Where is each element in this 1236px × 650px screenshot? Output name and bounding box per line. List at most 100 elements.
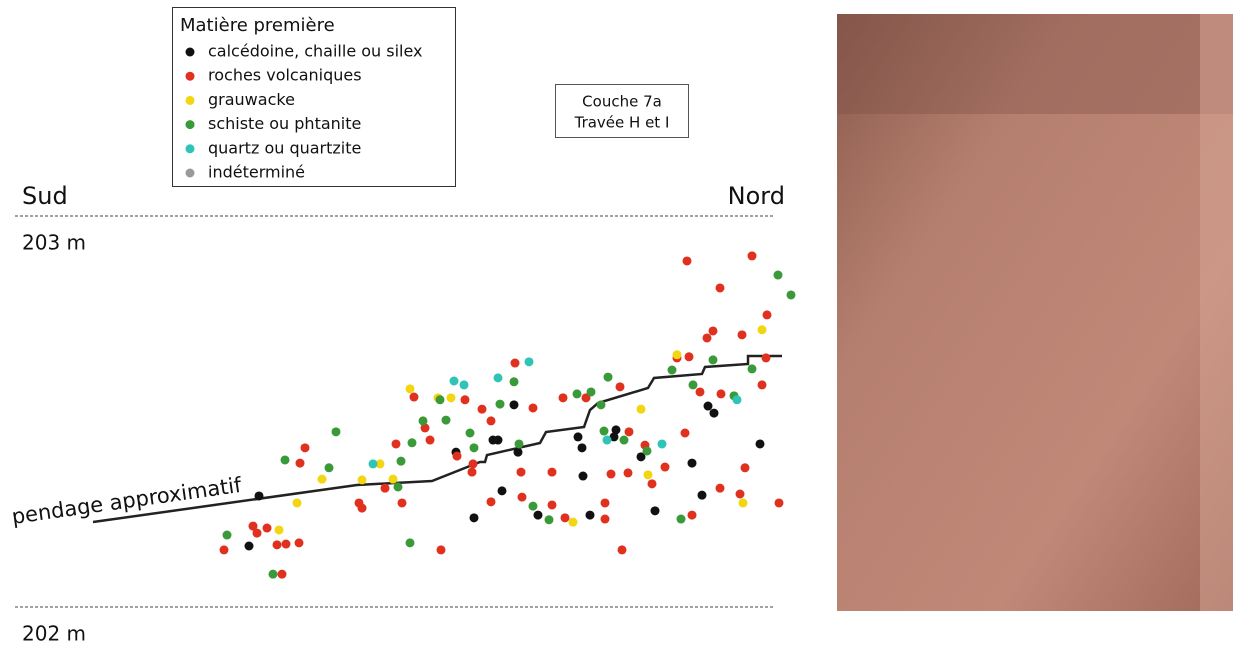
point: [409, 392, 419, 402]
point: [643, 470, 653, 480]
point: [602, 435, 612, 445]
point: [452, 451, 462, 461]
point: [495, 399, 505, 409]
point: [757, 325, 767, 335]
point: [528, 501, 538, 511]
legend-label: grauwacke: [208, 90, 295, 109]
point: [468, 459, 478, 469]
point: [682, 256, 692, 266]
point: [274, 525, 284, 535]
point: [533, 510, 543, 520]
legend-marker: [185, 71, 195, 81]
point: [757, 380, 767, 390]
point: [703, 401, 713, 411]
point: [667, 365, 677, 375]
photo-edge: [1200, 14, 1233, 611]
annotation: Couche 7a: [582, 93, 662, 111]
point: [600, 514, 610, 524]
point: [252, 528, 262, 538]
point: [709, 408, 719, 418]
point: [244, 541, 254, 551]
point: [219, 545, 229, 555]
point: [636, 452, 646, 462]
legend-marker: [185, 120, 195, 130]
point: [599, 426, 609, 436]
point: [436, 545, 446, 555]
point: [516, 467, 526, 477]
point: [624, 427, 634, 437]
point: [324, 463, 334, 473]
point: [672, 350, 682, 360]
point: [572, 389, 582, 399]
point: [596, 400, 606, 410]
y-tick-label: 203 m: [22, 231, 86, 255]
point: [687, 458, 697, 468]
point: [708, 326, 718, 336]
point: [600, 498, 610, 508]
point: [688, 380, 698, 390]
point: [761, 353, 771, 363]
point: [573, 432, 583, 442]
point: [497, 486, 507, 496]
legend-label: roches volcaniques: [208, 66, 362, 85]
point: [647, 479, 657, 489]
point: [493, 373, 503, 383]
point: [609, 432, 619, 442]
point: [280, 455, 290, 465]
point: [441, 415, 451, 425]
point: [695, 387, 705, 397]
point: [737, 330, 747, 340]
point: [560, 513, 570, 523]
annotation-box: [555, 84, 689, 138]
point: [578, 471, 588, 481]
point: [774, 498, 784, 508]
point: [676, 514, 686, 524]
point: [469, 513, 479, 523]
point: [585, 510, 595, 520]
dip-label: pendage approximatif: [10, 473, 243, 529]
point: [262, 523, 272, 533]
point: [407, 438, 417, 448]
point: [469, 443, 479, 453]
point: [657, 439, 667, 449]
point: [277, 569, 287, 579]
point: [317, 474, 327, 484]
point: [486, 497, 496, 507]
legend-marker: [185, 47, 195, 57]
annotation: Travée H et I: [574, 114, 670, 132]
point: [380, 483, 390, 493]
point: [514, 439, 524, 449]
point: [295, 458, 305, 468]
point: [715, 483, 725, 493]
legend-label: indéterminé: [208, 163, 305, 182]
point: [357, 475, 367, 485]
legend-label: quartz ou quartzite: [208, 138, 361, 157]
point: [393, 482, 403, 492]
point: [510, 358, 520, 368]
point: [702, 333, 712, 343]
legend-box: [172, 7, 456, 187]
point: [747, 364, 757, 374]
point: [517, 492, 527, 502]
point: [467, 467, 477, 477]
point: [465, 428, 475, 438]
point: [697, 490, 707, 500]
point: [331, 427, 341, 437]
point: [388, 474, 398, 484]
point: [615, 382, 625, 392]
point: [619, 435, 629, 445]
point: [660, 462, 670, 472]
point: [294, 538, 304, 548]
point: [586, 387, 596, 397]
y-tick-label: 202 m: [22, 622, 86, 646]
point: [397, 498, 407, 508]
point: [460, 395, 470, 405]
point: [435, 395, 445, 405]
point: [581, 393, 591, 403]
point: [642, 446, 652, 456]
point: [606, 469, 616, 479]
point: [248, 521, 258, 531]
point: [650, 506, 660, 516]
point: [405, 538, 415, 548]
point: [735, 489, 745, 499]
